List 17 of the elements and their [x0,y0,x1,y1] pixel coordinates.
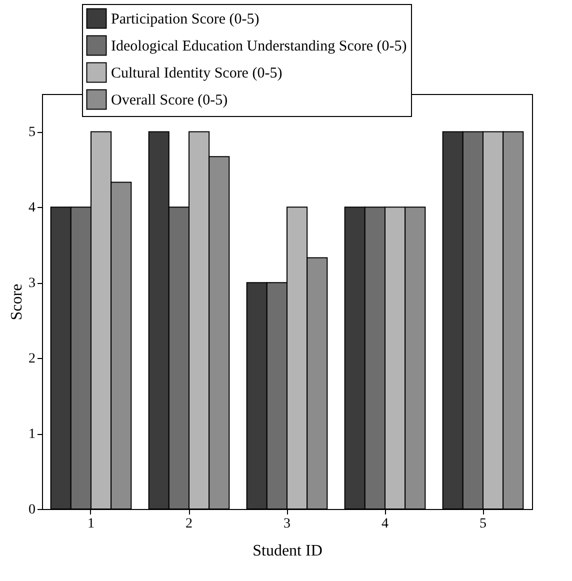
x-tick-label: 5 [480,516,486,532]
y-tick-label: 5 [28,125,36,140]
legend-label: Participation Score (0-5) [111,12,260,28]
y-axis-title: Score [8,284,26,320]
legend-label: Cultural Identity Score (0-5) [111,66,282,82]
x-tick-label: 1 [88,516,94,532]
x-axis-title: Student ID [252,542,322,560]
y-tick-label: 3 [28,276,36,292]
legend-label: Ideological Education Understanding Score (0-5) [111,38,407,54]
y-tick-label: 0 [28,502,36,518]
y-tick-label: 4 [28,200,36,216]
y-tick-label: 1 [28,427,36,442]
x-tick-label: 2 [186,516,192,532]
y-tick-label: 2 [28,352,36,367]
x-tick-label: 4 [382,516,388,532]
legend-label: Overall Score (0-5) [111,92,228,108]
x-tick-label: 3 [284,516,290,532]
